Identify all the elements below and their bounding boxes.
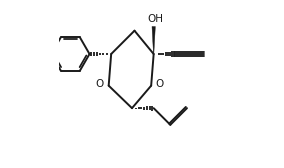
Text: OH: OH — [147, 14, 163, 24]
Polygon shape — [152, 27, 155, 54]
Text: O: O — [95, 79, 104, 89]
Text: O: O — [155, 79, 164, 89]
